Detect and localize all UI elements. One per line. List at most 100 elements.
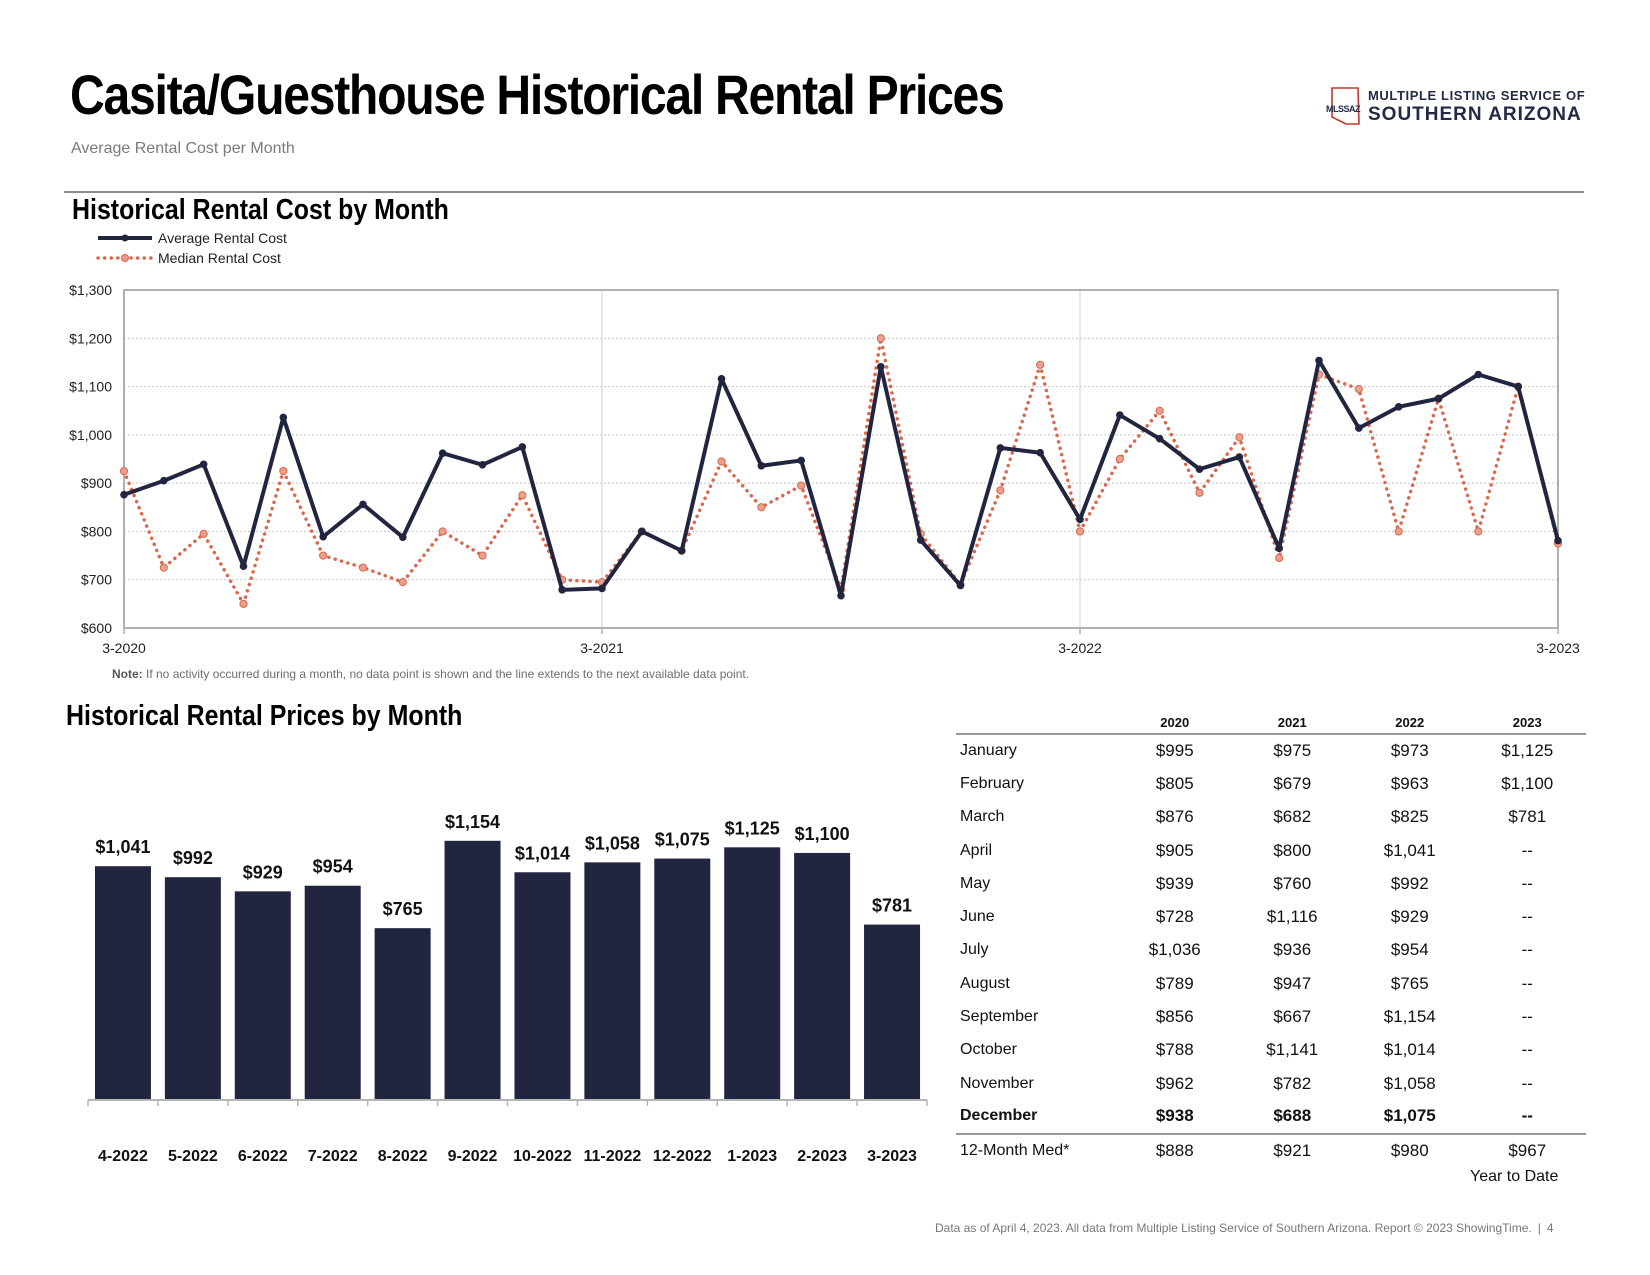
bar-category-label: 8-2022 [378, 1148, 428, 1165]
table-row: February $805 $679 $963 $1,100 [956, 767, 1586, 800]
table-row-label: March [960, 808, 1005, 826]
table-row-label: 12-Month Med* [956, 1132, 1116, 1167]
table-cell: -- [1521, 840, 1533, 860]
average-point [757, 461, 766, 470]
table-row: October $788 $1,141 $1,014 -- [956, 1034, 1586, 1067]
table-row-label: May [960, 874, 991, 892]
table-row-label: August [960, 974, 1010, 992]
table-cell: $954 [1390, 940, 1429, 960]
average-point [478, 460, 487, 469]
table-cell: -- [1521, 973, 1533, 993]
average-point [1474, 370, 1483, 379]
average-point [399, 533, 407, 542]
average-point [916, 536, 925, 544]
table-row-label: April [960, 841, 993, 859]
y-tick-label: $800 [81, 523, 112, 539]
median-point [1195, 488, 1204, 497]
average-point [1195, 465, 1204, 473]
average-point [319, 532, 327, 541]
year-to-date-label: Year to Date [1470, 1168, 1559, 1185]
table-cell: $936 [1273, 940, 1312, 960]
bar-value-label: $1,100 [795, 824, 850, 844]
bar-category-label: 11-2022 [583, 1148, 641, 1165]
mlssaz-logo: MLSSAZ MULTIPLE LISTING SERVICE OF SOUTH… [1326, 84, 1588, 130]
bar-category-label: 7-2022 [308, 1148, 358, 1165]
average-point [359, 500, 367, 509]
median-point [1394, 527, 1403, 536]
table-row-label: January [960, 742, 1017, 760]
bar [794, 852, 851, 1100]
table-row-label: October [960, 1041, 1017, 1059]
series-line-median [122, 336, 1560, 606]
table-cell: $760 [1273, 873, 1312, 893]
x-tick-label: 3-2023 [1536, 640, 1580, 656]
median-point [797, 481, 806, 490]
bar [724, 847, 781, 1100]
table-cell: $1,036 [1148, 940, 1201, 960]
table-row: August $789 $947 $765 -- [956, 967, 1586, 1000]
footer-separator: | [1537, 1221, 1541, 1235]
table-row-label: December [960, 1107, 1038, 1125]
logo-abbr: MLSSAZ [1326, 104, 1361, 114]
table-cell: $921 [1233, 1132, 1351, 1167]
median-point [1275, 553, 1284, 563]
table-cell: $1,041 [1383, 840, 1436, 860]
x-tick-label: 3-2022 [1058, 640, 1102, 656]
average-point [438, 449, 447, 458]
bar-category-label: 10-2022 [513, 1148, 572, 1165]
legend-item-average: Average Rental Cost [96, 228, 287, 248]
median-point [239, 599, 248, 608]
table-row-label: November [960, 1074, 1034, 1092]
average-point [598, 584, 606, 593]
bar-value-label: $954 [313, 857, 353, 877]
average-point [1116, 411, 1124, 419]
median-point [757, 503, 766, 512]
average-point [518, 443, 527, 451]
rental-price-table: 2020 2021 2022 2023 January $995 $975 $973 $1,1… [956, 712, 1586, 1167]
solid-line-swatch-icon [98, 234, 152, 242]
bar-value-label: $1,058 [585, 833, 640, 853]
median-point [717, 457, 726, 466]
median-point [279, 466, 288, 476]
table-row: January $995 $975 $973 $1,125 [956, 734, 1586, 767]
median-point [1155, 406, 1164, 415]
median-point [876, 334, 885, 343]
table-row: March $876 $682 $825 $781 [956, 801, 1586, 834]
median-point [438, 527, 447, 536]
y-tick-label: $1,300 [69, 282, 112, 298]
table-header-blank [956, 712, 1116, 735]
line-chart: $600 $700 $800 $900 $1,000 $1,100 $1,200 $1,300… [69, 282, 1580, 656]
median-point [1115, 454, 1124, 464]
table-cell: $782 [1273, 1073, 1312, 1093]
bar-category-label: 12-2022 [653, 1148, 712, 1165]
table-cell: $788 [1155, 1040, 1194, 1060]
table-cell: $805 [1155, 773, 1194, 793]
table-cell: $962 [1155, 1073, 1194, 1093]
average-point [199, 460, 208, 469]
table-cell: $1,100 [1501, 773, 1554, 793]
median-point [358, 563, 368, 572]
chart-note-text: If no activity occurred during a month, … [142, 667, 750, 681]
average-point [279, 413, 288, 422]
bar-category-label: 1-2023 [727, 1148, 777, 1165]
plot-frame [123, 289, 1559, 629]
bar-category-label: 4-2022 [98, 1148, 148, 1165]
table-row: December $938 $688 $1,075 -- [956, 1100, 1586, 1133]
bar-category-label: 2-2023 [797, 1148, 847, 1165]
table-cell: -- [1521, 1007, 1533, 1027]
average-point [1235, 453, 1244, 461]
table-cell: $1,116 [1266, 907, 1318, 927]
average-point [797, 456, 805, 465]
average-point [239, 562, 248, 570]
median-point [398, 578, 407, 587]
median-point [1075, 527, 1085, 536]
bar-chart: $1,041 4-2022 $992 5-2022 $929 6-2022 $954 7-20… [87, 812, 928, 1165]
table-row: November $962 $782 $1,058 -- [956, 1067, 1586, 1100]
table-row-label: September [960, 1008, 1039, 1026]
table-cell: -- [1521, 907, 1533, 927]
median-point [478, 551, 487, 560]
bar [444, 840, 501, 1100]
table-cell: -- [1521, 940, 1533, 960]
y-tick-label: $900 [81, 475, 112, 491]
median-point [1474, 527, 1483, 536]
